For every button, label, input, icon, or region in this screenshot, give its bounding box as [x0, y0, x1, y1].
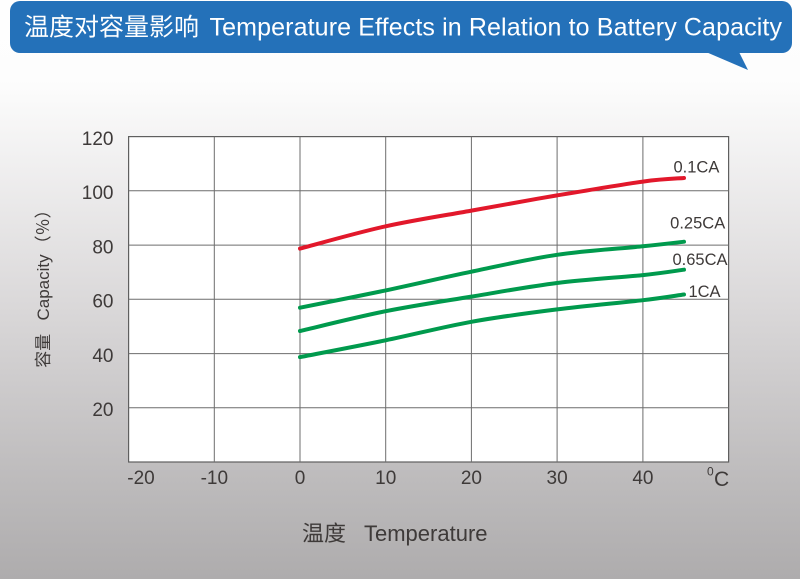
svg-text:0: 0 [295, 468, 306, 489]
svg-text:20: 20 [92, 400, 113, 421]
svg-text:30: 30 [547, 468, 568, 489]
svg-text:40: 40 [632, 468, 653, 489]
svg-text:0.1CA: 0.1CA [673, 159, 719, 177]
svg-text:Temperature: Temperature [364, 521, 488, 546]
svg-text:60: 60 [92, 292, 113, 313]
svg-text:20: 20 [461, 468, 482, 489]
svg-text:-20: -20 [127, 468, 154, 489]
svg-text:100: 100 [82, 183, 114, 204]
svg-text:Temperature Effects in Relatio: Temperature Effects in Relation to Batte… [210, 14, 783, 42]
svg-text:0.25CA: 0.25CA [670, 215, 725, 233]
svg-text:0.65CA: 0.65CA [672, 251, 727, 269]
svg-text:C: C [714, 468, 729, 491]
svg-text:1CA: 1CA [688, 283, 720, 301]
svg-text:40: 40 [92, 346, 113, 367]
svg-text:Capacity: Capacity [34, 254, 53, 321]
svg-text:10: 10 [375, 468, 396, 489]
svg-text:0: 0 [707, 465, 714, 479]
svg-text:80: 80 [92, 238, 113, 259]
svg-text:-10: -10 [201, 468, 228, 489]
svg-text:120: 120 [82, 129, 114, 150]
